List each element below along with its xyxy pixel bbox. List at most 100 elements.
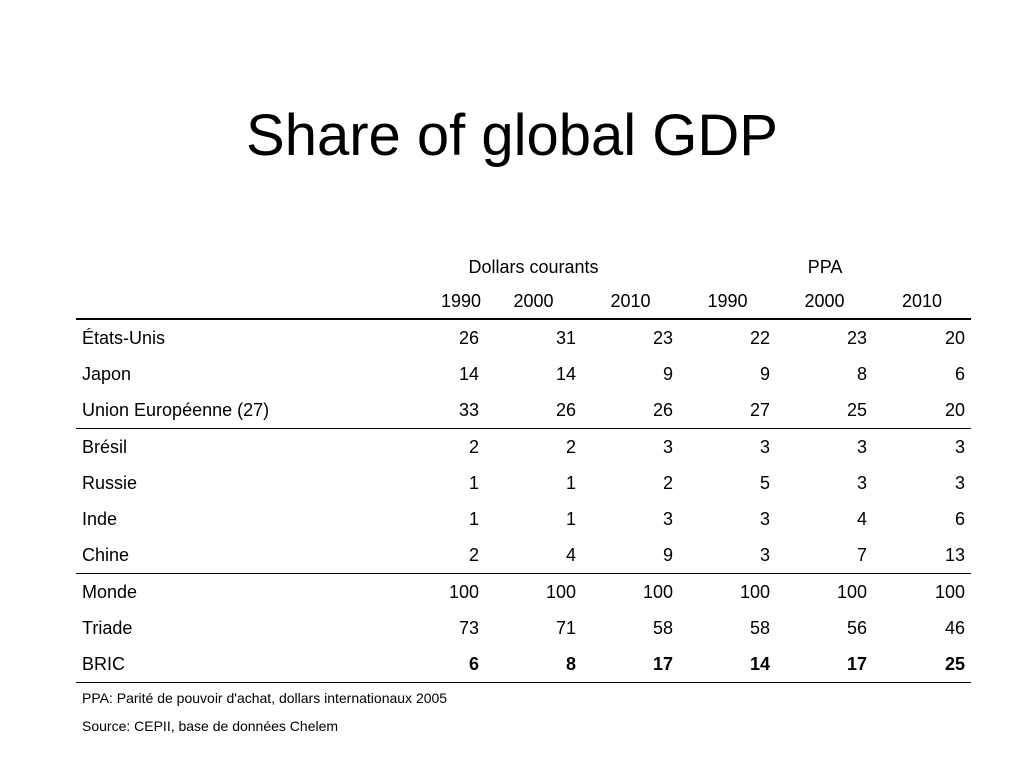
- value-cell: 46: [945, 617, 966, 638]
- value-cell: 26: [458, 327, 479, 348]
- value-cell: 14: [555, 363, 576, 384]
- row-label: Triade: [82, 617, 133, 638]
- table-row: Brésil 2 2 3 3 3 3: [76, 429, 971, 466]
- value-cell: 3: [663, 508, 674, 529]
- value-cell: 9: [663, 363, 674, 384]
- value-cell: 3: [663, 436, 674, 457]
- value-cell: 3: [955, 472, 966, 493]
- value-cell: 26: [485, 392, 582, 429]
- row-label: Monde: [82, 581, 138, 602]
- header-year: 2000: [776, 284, 874, 320]
- value-cell: 17: [776, 646, 874, 683]
- value-cell: 3: [760, 436, 771, 457]
- value-cell: 3: [955, 436, 966, 457]
- value-cell: 2: [388, 537, 485, 574]
- table-row: Chine 2 4 9 3 7 13: [76, 537, 972, 574]
- table-row: Inde 1 1 3 3 4 6: [76, 501, 971, 537]
- value-cell: 1: [468, 472, 479, 493]
- value-cell: 6: [388, 646, 485, 683]
- value-cell: 20: [945, 327, 966, 348]
- header-year: 1990: [388, 284, 485, 320]
- value-cell: 8: [857, 363, 868, 384]
- gdp-table-container: Dollars courants PPA 1990 2000 2010 1990…: [76, 250, 972, 683]
- value-cell: 2: [468, 436, 479, 457]
- value-cell: 20: [873, 392, 972, 429]
- value-cell: 1: [565, 508, 576, 529]
- value-cell: 71: [555, 617, 576, 638]
- value-cell: 23: [847, 327, 868, 348]
- value-cell: 100: [545, 581, 576, 602]
- value-cell: 3: [857, 472, 868, 493]
- value-cell: 9: [760, 363, 771, 384]
- value-cell: 14: [679, 646, 777, 683]
- value-cell: 3: [679, 537, 777, 574]
- row-label: Inde: [82, 508, 118, 529]
- value-cell: 100: [739, 581, 771, 602]
- value-cell: 6: [955, 363, 966, 384]
- value-cell: 2: [565, 436, 576, 457]
- value-cell: 13: [873, 537, 972, 574]
- value-cell: 100: [642, 581, 674, 602]
- value-cell: 27: [679, 392, 777, 429]
- table-row: Union Européenne (27) 33 26 26 27 25 20: [76, 392, 972, 429]
- header-empty-cell: [76, 250, 388, 284]
- table-row: États-Unis 26 31 23 22 23 20: [76, 319, 971, 356]
- value-cell: 2: [663, 472, 674, 493]
- value-cell: 3: [760, 508, 771, 529]
- header-group-row: Dollars courants PPA: [76, 250, 971, 284]
- row-label: Japon: [82, 363, 132, 384]
- header-year: 2010: [873, 284, 972, 320]
- value-cell: 58: [653, 617, 674, 638]
- value-cell: 5: [760, 472, 771, 493]
- value-cell: 17: [582, 646, 680, 683]
- value-cell: 25: [873, 646, 972, 683]
- value-cell: 31: [555, 327, 576, 348]
- value-cell: 9: [582, 537, 680, 574]
- page-title: Share of global GDP: [246, 103, 778, 168]
- header-group-dollars: Dollars courants: [468, 256, 599, 277]
- table-row: BRIC 6 8 17 14 17 25: [76, 646, 972, 683]
- value-cell: 7: [776, 537, 874, 574]
- table-row: Russie 1 1 2 5 3 3: [76, 465, 971, 501]
- value-cell: 22: [750, 327, 771, 348]
- header-year: 1990: [679, 284, 777, 320]
- value-cell: 14: [458, 363, 479, 384]
- footnote-source: Source: CEPII, base de données Chelem: [82, 718, 339, 734]
- value-cell: 100: [836, 581, 868, 602]
- header-years-row: 1990 2000 2010 1990 2000 2010: [76, 284, 972, 320]
- row-label: Russie: [82, 472, 138, 493]
- value-cell: 1: [565, 472, 576, 493]
- value-cell: 25: [776, 392, 874, 429]
- value-cell: 8: [485, 646, 582, 683]
- row-label: BRIC: [76, 646, 388, 683]
- gdp-share-table: Dollars courants PPA 1990 2000 2010 1990…: [76, 250, 972, 683]
- header-empty-cell: [76, 284, 388, 320]
- value-cell: 6: [955, 508, 966, 529]
- footnotes: PPA: Parité de pouvoir d'achat, dollars …: [82, 684, 447, 740]
- header-year: 2000: [485, 284, 582, 320]
- value-cell: 3: [857, 436, 868, 457]
- value-cell: 58: [750, 617, 771, 638]
- header-year: 2010: [582, 284, 680, 320]
- header-group-ppa: PPA: [807, 256, 843, 277]
- row-label: États-Unis: [82, 327, 166, 348]
- footnote-ppa: PPA: Parité de pouvoir d'achat, dollars …: [82, 690, 448, 706]
- value-cell: 4: [857, 508, 868, 529]
- row-label: Union Européenne (27): [76, 392, 388, 429]
- row-label: Chine: [76, 537, 388, 574]
- value-cell: 23: [653, 327, 674, 348]
- row-label: Brésil: [82, 436, 128, 457]
- table-row: Japon 14 14 9 9 8 6: [76, 356, 971, 392]
- value-cell: 100: [934, 581, 966, 602]
- value-cell: 33: [388, 392, 485, 429]
- value-cell: 73: [458, 617, 479, 638]
- value-cell: 26: [582, 392, 680, 429]
- value-cell: 56: [847, 617, 868, 638]
- value-cell: 4: [485, 537, 582, 574]
- value-cell: 100: [448, 581, 479, 602]
- table-row: Triade 73 71 58 58 56 46: [76, 610, 971, 646]
- table-body: États-Unis 26 31 23 22 23 20 Japon 14 14 9 9 8 6 Union…: [76, 319, 972, 683]
- value-cell: 1: [468, 508, 479, 529]
- table-row: Monde 100 100 100 100 100 100: [76, 574, 971, 611]
